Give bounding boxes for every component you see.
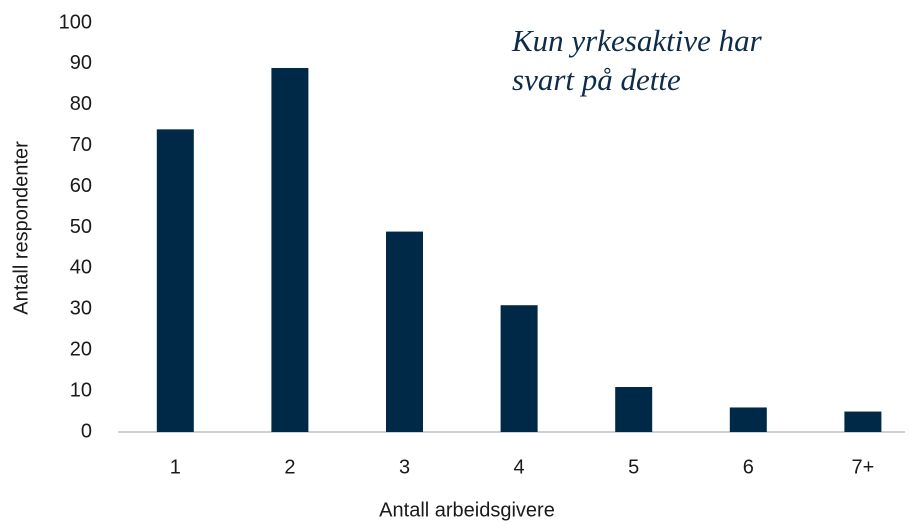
y-axis-label: Antall respondenter xyxy=(10,141,32,315)
x-tick-label: 6 xyxy=(743,456,754,478)
y-tick-label: 90 xyxy=(70,52,92,74)
bar xyxy=(386,231,423,432)
bar xyxy=(156,129,194,432)
bar xyxy=(615,387,653,432)
y-tick-label: 0 xyxy=(81,420,92,442)
bar xyxy=(500,305,538,432)
y-tick-label: 30 xyxy=(70,298,92,320)
x-tick-label: 5 xyxy=(628,456,639,478)
y-tick-label: 40 xyxy=(70,257,92,279)
y-tick-label: 10 xyxy=(70,379,92,401)
y-tick-label: 60 xyxy=(70,175,92,197)
x-tick-label: 4 xyxy=(514,456,525,478)
y-tick-label: 100 xyxy=(59,11,92,33)
y-tick-label: 20 xyxy=(70,338,92,360)
annotation: Kun yrkesaktive har xyxy=(511,23,763,58)
bar xyxy=(844,411,882,432)
y-tick-label: 50 xyxy=(70,216,92,238)
y-tick-label: 80 xyxy=(70,93,92,115)
x-tick-label: 3 xyxy=(399,456,410,478)
x-axis-label: Antall arbeidsgivere xyxy=(379,499,555,521)
x-tick-label: 1 xyxy=(170,456,181,478)
x-tick-label: 2 xyxy=(284,456,295,478)
bar xyxy=(729,407,767,432)
x-tick-label: 7+ xyxy=(851,456,874,478)
annotation: svart på dette xyxy=(512,62,681,97)
bar xyxy=(271,67,309,433)
y-tick-label: 70 xyxy=(70,134,92,156)
